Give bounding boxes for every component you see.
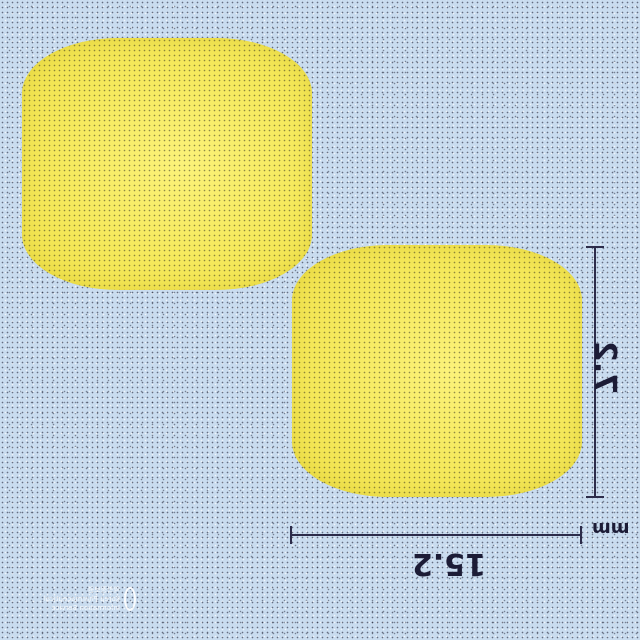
width-dimension-cap-right [580, 526, 582, 544]
watermark: 약학정보원 Korea Pharmaceutical Information S… [36, 584, 136, 614]
watermark-line1: 약학정보원 [87, 585, 120, 594]
tablet-front [22, 38, 312, 290]
tablet-back [292, 245, 582, 497]
unit-label: mm [592, 518, 630, 539]
height-measurement-label: 7.2 [587, 340, 623, 395]
width-measurement-label: 15.2 [412, 546, 487, 581]
watermark-text: 약학정보원 Korea Pharmaceutical Information S… [36, 586, 120, 613]
height-dimension-line [594, 246, 596, 498]
logo-icon [124, 587, 136, 611]
width-dimension-line [290, 534, 582, 536]
height-dimension-cap-bottom [586, 496, 604, 498]
height-dimension-cap-top [586, 246, 604, 248]
watermark-line2: Korea Pharmaceutical Information Service [43, 594, 120, 612]
width-dimension-cap-left [290, 526, 292, 544]
